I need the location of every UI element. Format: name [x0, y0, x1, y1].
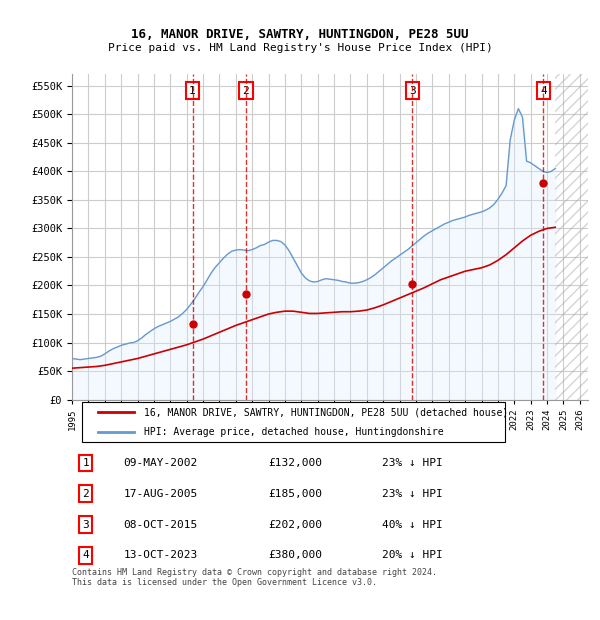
Text: 17-AUG-2005: 17-AUG-2005	[124, 489, 198, 498]
Text: £132,000: £132,000	[268, 458, 322, 468]
Text: £185,000: £185,000	[268, 489, 322, 498]
Text: Contains HM Land Registry data © Crown copyright and database right 2024.
This d: Contains HM Land Registry data © Crown c…	[72, 568, 437, 587]
Text: 2: 2	[82, 489, 89, 498]
Text: 2: 2	[242, 86, 250, 95]
Text: £380,000: £380,000	[268, 551, 322, 560]
Text: 20% ↓ HPI: 20% ↓ HPI	[382, 551, 442, 560]
FancyBboxPatch shape	[82, 402, 505, 442]
Text: 3: 3	[409, 86, 416, 95]
Text: 40% ↓ HPI: 40% ↓ HPI	[382, 520, 442, 529]
Text: 23% ↓ HPI: 23% ↓ HPI	[382, 489, 442, 498]
Text: 3: 3	[82, 520, 89, 529]
Text: 09-MAY-2002: 09-MAY-2002	[124, 458, 198, 468]
Text: 16, MANOR DRIVE, SAWTRY, HUNTINGDON, PE28 5UU: 16, MANOR DRIVE, SAWTRY, HUNTINGDON, PE2…	[131, 28, 469, 41]
Text: 1: 1	[189, 86, 196, 95]
Text: £202,000: £202,000	[268, 520, 322, 529]
Text: 23% ↓ HPI: 23% ↓ HPI	[382, 458, 442, 468]
Text: 4: 4	[82, 551, 89, 560]
Text: 13-OCT-2023: 13-OCT-2023	[124, 551, 198, 560]
Text: 08-OCT-2015: 08-OCT-2015	[124, 520, 198, 529]
Text: Price paid vs. HM Land Registry's House Price Index (HPI): Price paid vs. HM Land Registry's House …	[107, 43, 493, 53]
Text: 4: 4	[540, 86, 547, 95]
Text: 1: 1	[82, 458, 89, 468]
Text: 16, MANOR DRIVE, SAWTRY, HUNTINGDON, PE28 5UU (detached house): 16, MANOR DRIVE, SAWTRY, HUNTINGDON, PE2…	[144, 407, 508, 417]
Text: HPI: Average price, detached house, Huntingdonshire: HPI: Average price, detached house, Hunt…	[144, 427, 444, 437]
